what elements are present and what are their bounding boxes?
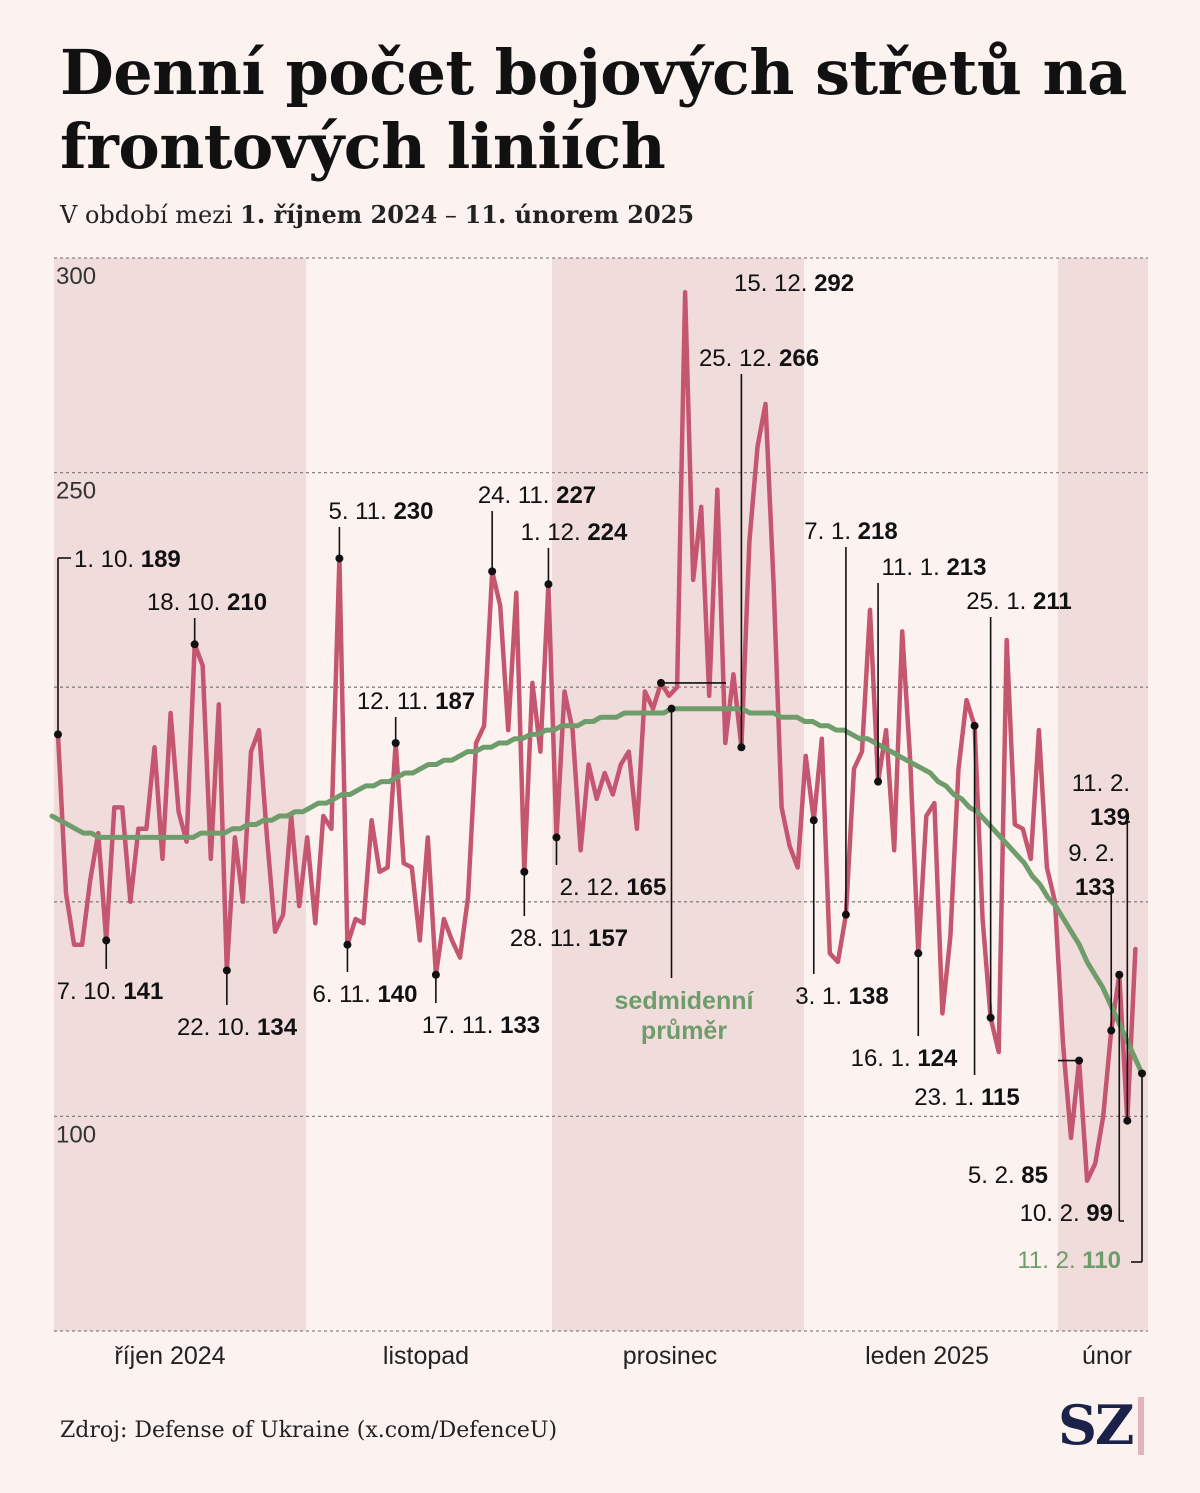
sz-logo: SZ xyxy=(1058,1393,1134,1457)
seven-day-average-line xyxy=(49,706,1145,1076)
annotation-dot-0 xyxy=(54,730,62,739)
annotation-label-17: 16. 1. 124 xyxy=(851,1045,958,1072)
chart-title: Denní počet bojových střetů na frontovýc… xyxy=(60,36,1127,183)
average-label-line-0: sedmidenní xyxy=(615,987,755,1015)
y-tick-label-250: 250 xyxy=(56,478,96,505)
annotation-label-7: 17. 11. 133 xyxy=(422,1012,540,1039)
month-label-1: listopad xyxy=(383,1342,469,1370)
annotation-label-11: 2. 12. 165 xyxy=(560,874,667,901)
logo-accent-bar xyxy=(1138,1397,1144,1455)
annotation-label-24: 11. 2. 110 xyxy=(1017,1247,1121,1274)
annotation-dot-4 xyxy=(335,554,344,563)
annotation-dot-15 xyxy=(841,910,850,919)
annotation-dot-9 xyxy=(520,867,529,876)
annotation-label-19: 25. 1. 211 xyxy=(966,588,1071,615)
annotation-date-23: 11. 2. xyxy=(1072,770,1130,797)
annotation-dot-11 xyxy=(552,833,561,842)
annotation-dot-22 xyxy=(1115,970,1124,979)
annotation-label-6: 12. 11. 187 xyxy=(357,688,475,715)
annotation-dot-6 xyxy=(391,738,400,747)
subtitle-prefix: V období mezi xyxy=(60,201,241,229)
annotation-dot-17 xyxy=(914,949,923,958)
annotation-label-9: 28. 11. 157 xyxy=(510,925,628,952)
annotation-label-4: 5. 11. 230 xyxy=(329,498,434,525)
month-label-3: leden 2025 xyxy=(865,1342,989,1370)
annotation-label-22: 10. 2. 99 xyxy=(1020,1200,1113,1227)
annotation-dot-12 xyxy=(657,678,665,687)
annotation-label-1: 7. 10. 141 xyxy=(57,978,164,1005)
annotation-label-0: 1. 10. 189 xyxy=(74,546,181,573)
annotation-label-18: 23. 1. 115 xyxy=(914,1084,1019,1111)
month-band-0 xyxy=(54,258,306,1331)
line-chart: 300 250 100 říjen 2024 listopad prosinec leden… xyxy=(49,257,1148,1370)
annotation-dot-24 xyxy=(1138,1069,1146,1078)
annotation-dot-14 xyxy=(809,816,818,825)
annotation-label-20: 5. 2. 85 xyxy=(968,1162,1048,1189)
average-label-line-1: průměr xyxy=(641,1017,727,1045)
annotation-dot-2 xyxy=(190,640,199,649)
average-dot xyxy=(667,704,676,713)
annotation-dot-13 xyxy=(737,743,746,752)
annotation-dot-18 xyxy=(970,721,979,730)
annotation-label-3: 22. 10. 134 xyxy=(177,1014,298,1041)
month-label-2: prosinec xyxy=(623,1342,718,1370)
daily-series-line xyxy=(55,290,1138,1184)
annotation-dot-16 xyxy=(874,777,883,786)
annotation-dot-20 xyxy=(1075,1056,1084,1065)
month-band-2 xyxy=(1058,258,1148,1331)
annotation-dot-1 xyxy=(102,936,111,945)
chart-subtitle: V období mezi 1. říjnem 2024 – 11. únore… xyxy=(60,200,694,229)
annotation-label-2: 18. 10. 210 xyxy=(147,589,267,616)
annotation-value-21: 133 xyxy=(1075,874,1115,901)
annotation-dot-5 xyxy=(343,940,352,949)
y-tick-label-300: 300 xyxy=(56,263,96,290)
annotation-label-10: 1. 12. 224 xyxy=(521,519,628,546)
source-note: Zdroj: Defense of Ukraine (x.com/Defence… xyxy=(60,1418,558,1443)
month-label-0: říjen 2024 xyxy=(114,1342,225,1370)
annotation-label-8: 24. 11. 227 xyxy=(478,482,596,509)
annotation-label-16: 11. 1. 213 xyxy=(882,554,987,581)
subtitle-end-date: 11. únorem 2025 xyxy=(464,200,695,229)
annotation-label-5: 6. 11. 140 xyxy=(313,981,418,1008)
subtitle-separator: – xyxy=(437,201,465,229)
month-label-4: únor xyxy=(1082,1342,1132,1370)
annotation-label-15: 7. 1. 218 xyxy=(804,518,897,545)
annotation-dot-10 xyxy=(544,580,553,589)
annotation-dot-3 xyxy=(222,966,231,975)
annotation-date-21: 9. 2. xyxy=(1068,840,1115,867)
annotation-dot-8 xyxy=(488,567,497,576)
subtitle-start-date: 1. říjnem 2024 xyxy=(240,200,438,229)
y-tick-label-100: 100 xyxy=(56,1121,96,1148)
annotation-dot-21 xyxy=(1107,1026,1116,1035)
annotation-label-13: 25. 12. 266 xyxy=(699,345,819,372)
annotation-label-12: 15. 12. 292 xyxy=(734,270,854,297)
annotation-dot-23 xyxy=(1123,1116,1132,1125)
annotation-dot-19 xyxy=(986,1013,995,1022)
annotation-value-23: 139 xyxy=(1090,804,1130,831)
annotation-dot-7 xyxy=(431,970,440,979)
annotation-label-14: 3. 1. 138 xyxy=(795,983,888,1010)
